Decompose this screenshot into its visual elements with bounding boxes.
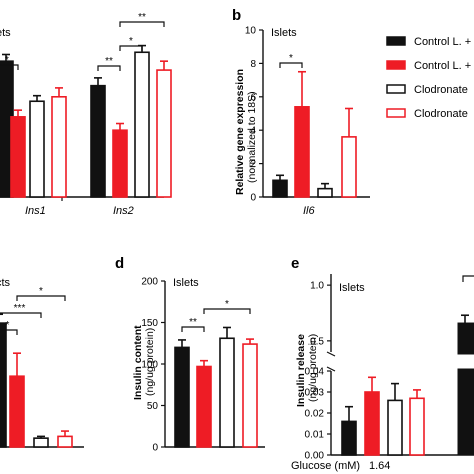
panel-a-sig-1-bracket xyxy=(97,65,121,71)
panel-a-sig-0-bracket xyxy=(0,64,19,70)
panel-d-bar-1 xyxy=(196,365,212,448)
panel-e-y-tick-label-lower: 0.04 xyxy=(305,367,325,378)
panel-c-annotation: cts xyxy=(0,277,11,289)
panel-c-bar-3 xyxy=(57,435,73,448)
panel-a-bar-1-1 xyxy=(112,129,128,198)
panel-d-y-tick-label: 50 xyxy=(147,401,159,412)
panel-b-y-tick-label: 2 xyxy=(250,159,256,170)
panel-d-annotation: Islets xyxy=(173,277,199,289)
panel-e-y-tick-label-upper: 1.0 xyxy=(310,281,324,292)
panel-c-sig-0-label: * xyxy=(6,320,10,331)
panel-c-sig-1-label: *** xyxy=(14,303,26,314)
panel-e-ylabel: Insulin release xyxy=(295,334,307,407)
panel-e-axis-break-lower xyxy=(326,366,336,372)
panel-e-bar-1 xyxy=(364,391,380,456)
panel-a-sig-3-bracket xyxy=(119,21,165,27)
legend-label-3: Clodronate xyxy=(414,108,468,120)
panel-e-axis-break-upper xyxy=(326,351,336,357)
panel-b-bar-1 xyxy=(294,106,310,198)
panel-a-bar-1-0 xyxy=(90,84,106,198)
panel-e-annotation: Islets xyxy=(339,282,365,294)
panel-a-bar-0-2 xyxy=(29,100,45,198)
panel-e-bar-3 xyxy=(409,397,425,456)
panel-b-y-tick-label: 8 xyxy=(250,59,256,70)
panel-d-ylabel2: (ng/ug protein) xyxy=(144,328,156,396)
panel-a-sig-2-bracket xyxy=(119,45,143,51)
panel-b-bar-3 xyxy=(341,136,357,198)
panel-e-y-tick-label-lower: 0.03 xyxy=(305,388,325,399)
panel-a-bar-1-3 xyxy=(156,69,172,198)
panel-a-xtick-ins2: Ins2 xyxy=(113,205,134,217)
panel-d-sig-1-label: * xyxy=(225,299,229,310)
panel-e-extra-bar-lower xyxy=(457,368,474,456)
legend-label-2: Clodronate xyxy=(414,84,468,96)
panel-b-xtick-il6: Il6 xyxy=(303,205,316,217)
panel-e-y-tick-label-lower: 0.00 xyxy=(305,451,325,462)
panel-a-sig-2-label: * xyxy=(129,36,133,47)
panel-b-y-tick-label: 6 xyxy=(250,92,256,103)
panel-d-y-tick-label: 200 xyxy=(141,277,158,288)
panel-b-bar-2 xyxy=(317,187,333,198)
panel-b-sig-0-label: * xyxy=(289,53,293,64)
panel-a-sig-0-label: * xyxy=(5,55,9,66)
legend: Control L. + Control L. + Clodronate Clodro… xyxy=(386,36,471,120)
panel-c-sig-2-bracket xyxy=(16,295,66,301)
panel-d-label: d xyxy=(115,255,124,272)
panel-b-y-tick-label: 10 xyxy=(245,26,257,37)
panel-a-annotation: ets xyxy=(0,27,11,39)
panel-e-sig-bracket xyxy=(462,275,474,282)
panel-b-annotation: Islets xyxy=(271,27,297,39)
panel-c-bar-1 xyxy=(9,375,25,448)
panel-b-bar-0 xyxy=(272,179,288,198)
panel-b-sig-0-bracket xyxy=(279,62,303,68)
panel-b-ylabel2: (normalized to 18S) xyxy=(246,91,258,183)
panel-b-y-tick-label: 0 xyxy=(250,193,256,204)
panel-d-bar-0 xyxy=(174,346,190,448)
panel-c-sig-1-bracket xyxy=(0,312,42,318)
panel-b-ylabel: Relative gene expression xyxy=(234,69,246,195)
panel-a-sig-3-label: ** xyxy=(138,12,146,23)
panel-e-xtick: 1.64 xyxy=(369,460,390,472)
panel-d-sig-1-bracket xyxy=(203,308,251,314)
panel-d-sig-0-label: ** xyxy=(189,317,197,328)
legend-label-1: Control L. + xyxy=(414,60,471,72)
panel-d-bar-3 xyxy=(242,343,258,448)
panel-e-y-tick-label-upper: 0.5 xyxy=(310,336,324,347)
panel-a-sig-1-label: ** xyxy=(105,56,113,67)
panel-e-bar-2 xyxy=(387,399,403,456)
panel-e-y-tick-label-lower: 0.02 xyxy=(305,409,325,420)
panel-a-bar-0-3 xyxy=(51,96,67,198)
panel-e-ylabel2: (ng/ug protein) xyxy=(307,334,319,402)
panel-e-y-tick-label-lower: 0.01 xyxy=(305,430,325,441)
panel-a-bar-1-2 xyxy=(134,51,150,198)
legend-swatch-3 xyxy=(386,108,406,118)
panel-c-bar-2 xyxy=(33,437,49,448)
chart-marks: * *****0246810******050100150200***1.00.5… xyxy=(0,12,474,462)
panel-d-ylabel: Insulin content xyxy=(132,325,144,400)
panel-c-sig-2-label: * xyxy=(39,286,43,297)
panel-e-bar-0 xyxy=(341,420,357,456)
panel-c-bar-0 xyxy=(0,322,7,448)
panel-d-y-tick-label: 0 xyxy=(152,443,158,454)
panel-a-bar-0-1 xyxy=(10,116,26,198)
panel-d-sig-0-bracket xyxy=(181,326,205,332)
panel-a-xtick-ins1: Ins1 xyxy=(25,205,46,217)
panel-e-xlabel: Glucose (mM) xyxy=(291,460,360,472)
panel-e-label: e xyxy=(291,255,299,272)
legend-swatch-2 xyxy=(386,84,406,94)
legend-swatch-0 xyxy=(386,36,406,46)
panel-e-extra-bar-upper xyxy=(457,322,474,355)
legend-label-0: Control L. + xyxy=(414,36,471,48)
legend-swatch-1 xyxy=(386,60,406,70)
panel-c-sig-0-bracket xyxy=(0,329,18,335)
panel-d-y-tick-label: 150 xyxy=(141,318,158,329)
panel-d-y-tick-label: 100 xyxy=(141,360,158,371)
panel-b-label: b xyxy=(232,7,241,24)
panel-d-bar-2 xyxy=(219,337,235,448)
panel-b-y-tick-label: 4 xyxy=(250,126,256,137)
